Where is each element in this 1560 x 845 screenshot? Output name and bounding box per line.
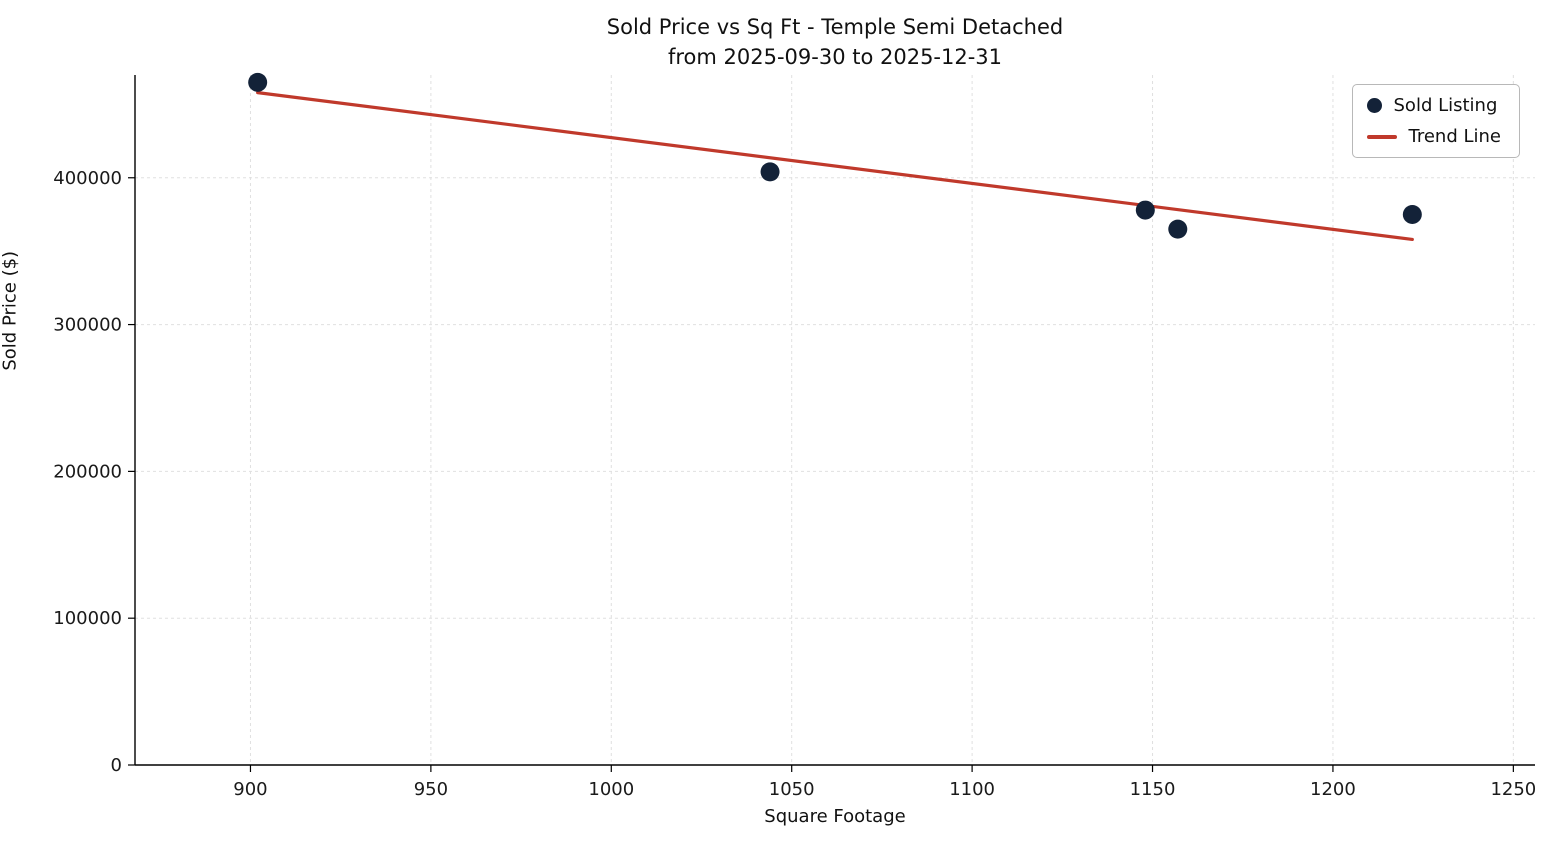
legend-item-sold-listing: Sold Listing [1366,95,1502,116]
x-tick-label: 1100 [949,779,995,800]
chart-title-line1: Sold Price vs Sq Ft - Temple Semi Detach… [606,15,1064,39]
x-tick-label: 950 [414,779,448,800]
sold-listing-point [1402,204,1422,224]
chart-title: Sold Price vs Sq Ft - Temple Semi Detach… [135,12,1535,73]
legend-label-trend-line: Trend Line [1408,126,1502,147]
x-tick-label: 1200 [1310,779,1356,800]
y-tick-label: 0 [111,755,122,776]
sold-listing-point [760,162,780,182]
y-axis-label: Sold Price ($) [0,250,21,371]
x-tick-label: 1000 [588,779,634,800]
x-tick-label: 1250 [1490,779,1536,800]
y-tick-label: 400000 [53,168,122,189]
chart-legend: Sold Listing Trend Line [1351,84,1520,158]
sold-listing-dot-icon [1366,98,1382,113]
x-axis-label: Square Footage [764,806,906,827]
x-tick-label: 1050 [769,779,815,800]
x-tick-label: 900 [233,779,267,800]
trend-line-swatch-icon [1366,134,1397,139]
sold-listing-point [1135,200,1155,220]
y-tick-label: 200000 [53,461,122,482]
x-tick-label: 1150 [1130,779,1176,800]
y-tick-label: 300000 [53,315,122,336]
chart-title-line2: from 2025-09-30 to 2025-12-31 [667,45,1003,70]
trend-line [256,91,1414,242]
legend-item-trend-line: Trend Line [1366,126,1502,147]
y-tick-label: 100000 [53,608,122,629]
sold-listing-point [1168,219,1188,239]
legend-label-sold-listing: Sold Listing [1393,95,1498,116]
sold-listing-point [248,72,268,92]
